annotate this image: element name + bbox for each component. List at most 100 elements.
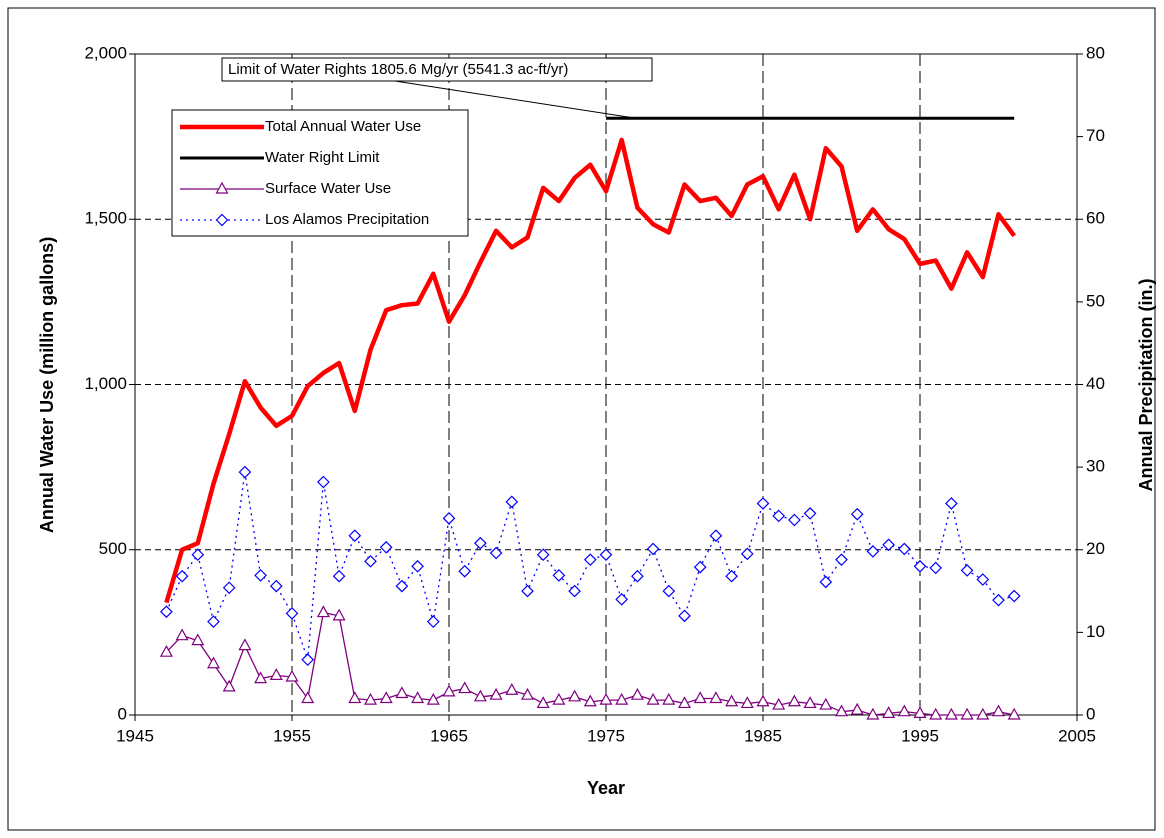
data-point — [1007, 707, 1021, 720]
data-point — [505, 495, 519, 509]
data-point — [740, 547, 754, 561]
data-point — [834, 704, 849, 717]
data-point — [678, 609, 691, 623]
data-point — [238, 465, 252, 479]
data-point — [772, 509, 786, 523]
x-tick-label: 1955 — [273, 726, 311, 745]
data-point — [583, 694, 597, 707]
data-point — [364, 554, 377, 568]
data-point — [662, 692, 676, 705]
y2-tick-label: 30 — [1086, 457, 1105, 476]
y-tick-label: 1,000 — [84, 374, 127, 393]
data-point — [929, 707, 943, 720]
data-point — [976, 573, 990, 586]
legend-label: Surface Water Use — [265, 180, 391, 197]
annotation: Limit of Water Rights 1805.6 Mg/yr (5541… — [228, 61, 568, 78]
x-tick-label: 1965 — [430, 726, 468, 745]
data-point — [442, 512, 456, 525]
y2-tick-label: 60 — [1086, 209, 1105, 228]
data-point — [160, 605, 173, 619]
y2-tick-label: 70 — [1086, 126, 1105, 145]
y2-tick-label: 10 — [1086, 622, 1105, 641]
data-point — [285, 669, 299, 682]
data-point — [568, 584, 581, 598]
data-point — [787, 694, 801, 707]
data-point — [301, 691, 315, 704]
data-point — [207, 615, 220, 628]
data-point — [897, 542, 911, 556]
data-point — [756, 497, 770, 510]
data-point — [630, 687, 644, 700]
x-tick-label: 1945 — [116, 726, 154, 745]
data-point — [536, 696, 550, 709]
data-point — [929, 561, 943, 575]
data-point — [631, 569, 644, 583]
data-point — [411, 559, 424, 573]
data-point — [285, 607, 299, 620]
data-point — [426, 692, 440, 705]
data-point — [725, 569, 738, 583]
data-point — [850, 507, 864, 521]
data-point — [473, 689, 487, 702]
legend-marker — [215, 213, 229, 227]
data-point — [191, 548, 205, 562]
data-point — [991, 704, 1006, 717]
data-point — [474, 536, 487, 550]
y2-tick-label: 0 — [1086, 704, 1095, 723]
data-point — [348, 691, 362, 704]
data-point — [568, 689, 582, 702]
data-point — [238, 638, 252, 651]
data-point — [159, 644, 173, 657]
data-point — [693, 560, 707, 574]
data-point — [944, 707, 958, 720]
data-point — [583, 553, 597, 567]
data-point — [536, 548, 550, 562]
data-point — [175, 628, 189, 641]
data-point — [301, 653, 315, 666]
data-point — [175, 569, 189, 583]
data-point — [866, 707, 880, 720]
data-point — [976, 707, 990, 720]
y2-tick-label: 20 — [1086, 539, 1105, 558]
data-point — [756, 694, 770, 707]
data-point — [442, 684, 456, 697]
data-point — [489, 687, 503, 700]
x-tick-label: 2005 — [1058, 726, 1096, 745]
data-point — [913, 559, 927, 573]
y2-tick-label: 80 — [1086, 43, 1105, 62]
series-line — [164, 137, 1017, 604]
data-point — [332, 608, 346, 621]
legend-label: Water Right Limit — [265, 149, 380, 166]
data-point — [269, 579, 283, 593]
data-point — [725, 694, 739, 707]
data-point — [222, 581, 236, 595]
data-point — [646, 542, 660, 556]
data-point — [348, 529, 362, 543]
data-point — [363, 692, 378, 705]
data-point — [552, 569, 566, 582]
data-point — [521, 584, 534, 598]
legend-label: Los Alamos Precipitation — [265, 211, 429, 228]
data-point — [882, 538, 895, 552]
data-point — [395, 579, 409, 593]
data-point — [426, 615, 440, 628]
data-point — [206, 656, 221, 669]
data-point — [835, 553, 848, 567]
data-point — [269, 668, 283, 680]
data-point — [740, 696, 754, 709]
annotation-box — [221, 57, 653, 82]
x-tick-label: 1995 — [901, 726, 939, 745]
y2-tick-label: 50 — [1086, 291, 1105, 310]
data-point — [395, 686, 409, 699]
data-point — [254, 569, 267, 582]
data-point — [662, 584, 676, 598]
data-point — [819, 575, 833, 589]
data-point — [316, 605, 330, 618]
data-point — [960, 564, 974, 577]
data-point — [458, 681, 472, 694]
y-tick-label: 500 — [99, 539, 127, 558]
data-point — [379, 540, 393, 554]
data-point — [709, 529, 723, 543]
data-point — [411, 691, 425, 704]
